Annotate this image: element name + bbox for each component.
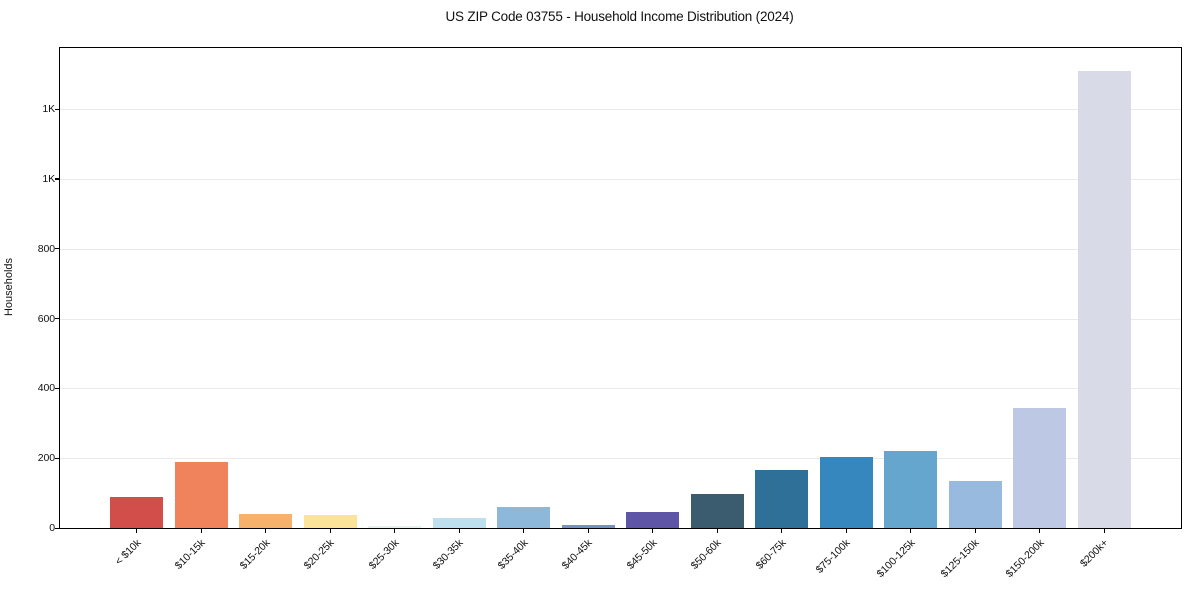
y-tick-mark	[54, 457, 59, 459]
x-tick-label: $60-75k	[753, 537, 789, 572]
y-tick-mark	[54, 527, 59, 529]
bar-40-45k	[561, 524, 615, 528]
bar-150-200k	[1013, 407, 1067, 528]
bar-25-30k	[368, 526, 422, 528]
y-tick-label: 600	[37, 312, 55, 325]
y-tick-label: 0	[49, 522, 55, 534]
bar-30-35k	[432, 517, 486, 528]
y-tick-label: 1K	[42, 172, 55, 185]
plot-area: 0 200 400 600 800 1K 1K < $10k $10-15k $15-20k $20…	[38, 47, 1182, 580]
bar-125-150k	[948, 480, 1002, 528]
x-tick-mark	[1039, 528, 1041, 533]
y-tick-mark	[54, 108, 59, 110]
x-tick-mark	[974, 528, 976, 533]
x-tick-label: $150-200k	[1003, 537, 1047, 580]
x-tick-label: $15-20k	[237, 537, 273, 572]
gridline	[60, 318, 1181, 320]
bar-15-20k	[239, 514, 293, 528]
x-tick-label: $75-100k	[813, 537, 853, 576]
bar-200k	[1077, 70, 1131, 528]
bar-45-50k	[626, 511, 680, 528]
y-tick-mark	[54, 318, 59, 320]
x-tick-label: $20-25k	[301, 537, 337, 572]
gridline	[60, 388, 1181, 390]
bar-10k	[110, 497, 164, 528]
x-tick-mark	[781, 528, 783, 533]
bar-35-40k	[497, 507, 551, 528]
x-tick-mark	[394, 528, 396, 533]
x-tick-mark	[845, 528, 847, 533]
bar-75-100k	[819, 457, 873, 528]
x-tick-label: $100-125k	[874, 537, 918, 580]
x-tick-mark	[136, 528, 138, 533]
x-tick-label: $50-60k	[688, 537, 724, 572]
x-tick-mark	[910, 528, 912, 533]
bar-20-25k	[303, 515, 357, 528]
y-tick-mark	[54, 387, 59, 390]
x-tick-mark	[523, 528, 525, 533]
y-tick-mark	[54, 178, 59, 180]
x-tick-mark	[652, 528, 654, 533]
y-tick-label: 200	[37, 452, 55, 465]
x-tick-label: $30-35k	[430, 537, 466, 572]
y-tick-mark	[54, 248, 59, 250]
bar-100-125k	[884, 450, 938, 528]
x-tick-mark	[265, 528, 267, 533]
bar-10-15k	[174, 461, 228, 528]
gridline	[60, 248, 1181, 250]
x-tick-label: $10-15k	[172, 537, 208, 572]
bar-50-60k	[690, 494, 744, 528]
y-tick-label: 800	[37, 242, 55, 255]
x-tick-label: $40-45k	[559, 537, 595, 572]
x-tick-mark	[329, 528, 331, 533]
x-tick-label: $25-30k	[366, 537, 402, 572]
x-tick-label: $125-150k	[938, 537, 982, 580]
gridline	[60, 109, 1181, 111]
x-tick-label: $45-50k	[624, 537, 660, 572]
y-tick-label: 400	[37, 382, 55, 395]
x-tick-mark	[587, 528, 589, 533]
x-tick-label: $200k+	[1078, 537, 1111, 570]
bar-60-75k	[755, 470, 809, 528]
x-tick-mark	[458, 528, 460, 533]
x-tick-mark	[200, 528, 202, 533]
gridline	[60, 458, 1181, 460]
x-tick-mark	[1103, 528, 1105, 533]
y-tick-label: 1K	[42, 103, 55, 116]
chart-title: US ZIP Code 03755 - Household Income Dis…	[445, 9, 794, 24]
x-tick-label: $35-40k	[495, 537, 531, 572]
gridline	[60, 178, 1181, 180]
x-tick-label: < $10k	[112, 537, 144, 568]
x-tick-mark	[716, 528, 718, 533]
